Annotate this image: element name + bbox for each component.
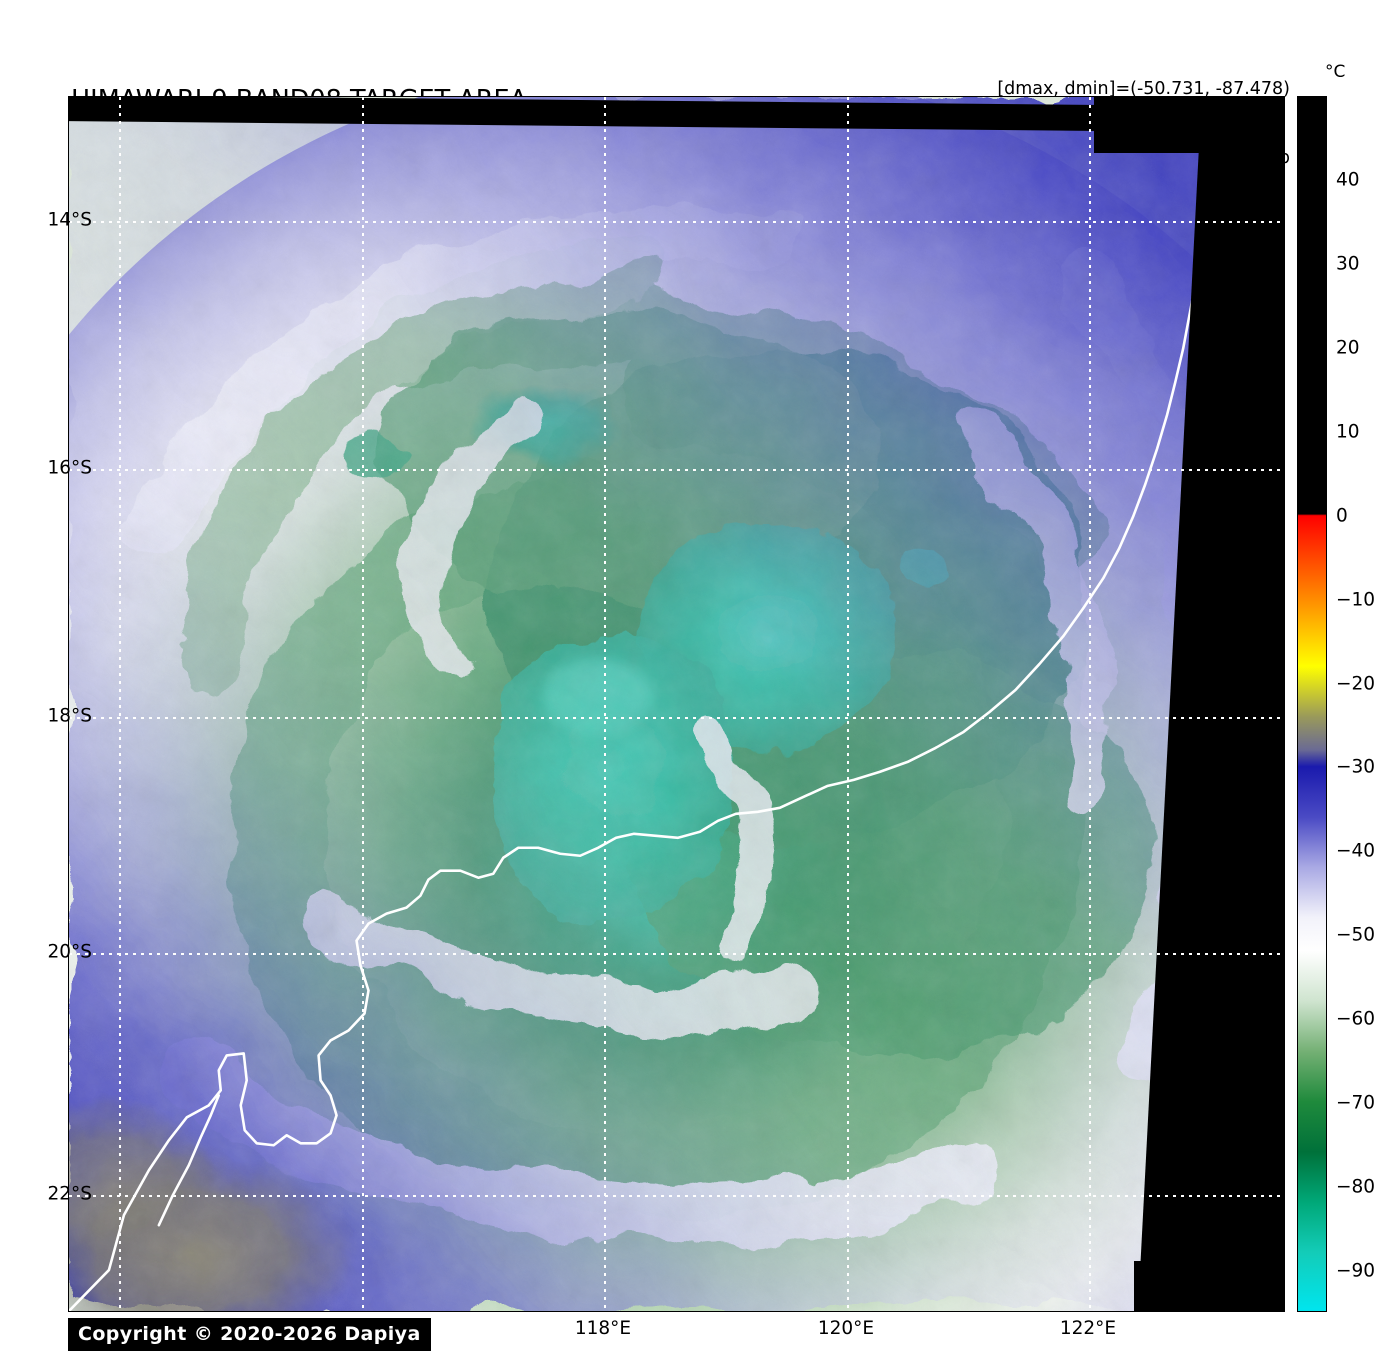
colorbar-tick-neg40: −40: [1336, 840, 1376, 862]
colorbar-tick-neg30: −30: [1336, 756, 1376, 778]
colorbar-unit-label: °C: [1325, 62, 1346, 82]
dmax-dmin-label: [dmax, dmin]=(-50.731, -87.478): [997, 79, 1290, 99]
scan-sector-mask-top-right: [1094, 97, 1284, 153]
y-tick-14s: 14°S: [47, 209, 92, 231]
y-tick-20s: 20°S: [47, 941, 92, 963]
colorbar-tick-neg10: −10: [1336, 589, 1376, 611]
colorbar-gradient: [1298, 97, 1326, 1311]
colorbar-tick-neg20: −20: [1336, 673, 1376, 695]
colorbar-tick-40: 40: [1336, 169, 1360, 191]
colorbar-tick-20: 20: [1336, 337, 1360, 359]
y-tick-18s: 18°S: [47, 705, 92, 727]
x-tick-122e: 122°E: [1059, 1318, 1117, 1339]
colorbar-tick-neg50: −50: [1336, 924, 1376, 946]
y-tick-16s: 16°S: [47, 457, 92, 479]
colorbar-tick-10: 10: [1336, 421, 1360, 443]
colorbar-tick-neg60: −60: [1336, 1008, 1376, 1030]
colorbar-tick-neg70: −70: [1336, 1092, 1376, 1114]
x-tick-118e: 118°E: [574, 1318, 632, 1339]
copyright-watermark: Copyright © 2020-2026 Dapiya: [68, 1318, 431, 1351]
infrared-cloud-field: [69, 97, 1284, 1311]
colorbar: [1297, 96, 1327, 1312]
colorbar-tick-0: 0: [1336, 505, 1348, 527]
colorbar-tick-30: 30: [1336, 253, 1360, 275]
y-tick-22s: 22°S: [47, 1183, 92, 1205]
colorbar-tick-neg80: −80: [1336, 1176, 1376, 1198]
scan-sector-mask-bottom-right: [1134, 1261, 1284, 1311]
x-tick-120e: 120°E: [817, 1318, 875, 1339]
colorbar-tick-neg90: −90: [1336, 1260, 1376, 1282]
satellite-image-panel[interactable]: [68, 96, 1285, 1312]
